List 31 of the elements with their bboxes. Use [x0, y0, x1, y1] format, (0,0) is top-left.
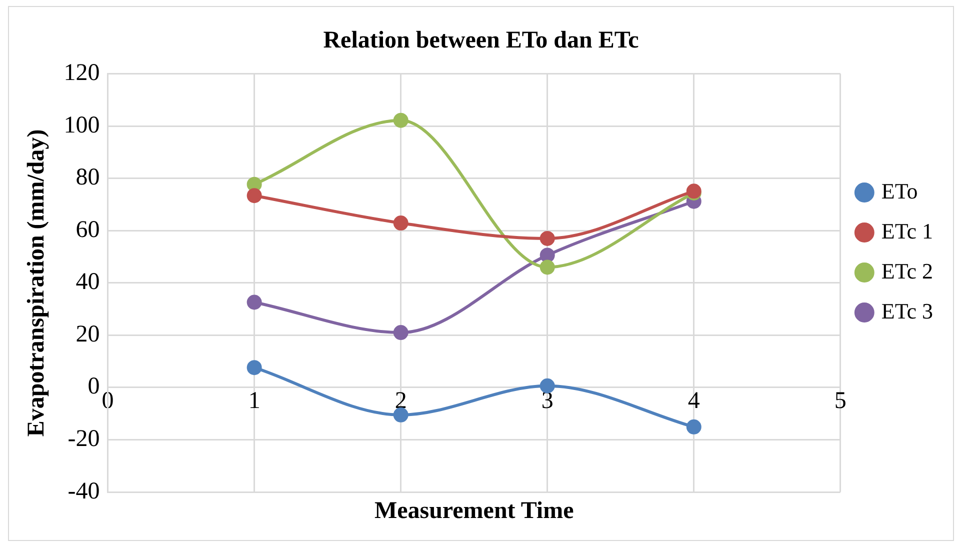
y-tick-label: 120 [64, 60, 100, 86]
point [393, 407, 408, 422]
y-tick-label: 80 [76, 164, 100, 191]
x-tick-label: 4 [688, 388, 700, 414]
point [540, 260, 555, 275]
point [540, 378, 555, 394]
chart-title: Relation between ETo dan ETc [323, 28, 640, 54]
x-tick-label: 5 [834, 388, 846, 414]
point [540, 230, 555, 246]
y-tick-label: 20 [76, 321, 100, 348]
y-axis-title: Evapotranspiration (mm/day) [24, 129, 50, 437]
legend-label: ETc 1 [881, 218, 934, 244]
point [540, 248, 555, 263]
point [393, 112, 408, 128]
point [393, 325, 408, 340]
point [686, 419, 702, 434]
point [393, 216, 408, 231]
legend-label: ETo [881, 178, 918, 204]
point [246, 188, 262, 204]
x-tick-label: 2 [394, 388, 407, 414]
x-tick-label: 1 [248, 388, 260, 414]
point [246, 294, 262, 310]
y-tick-label: 40 [76, 269, 100, 296]
point [246, 360, 262, 376]
legend-label: ETc 2 [881, 258, 934, 284]
legend-label: ETc 3 [881, 298, 934, 324]
y-tick-label: -20 [68, 426, 100, 452]
y-tick-label: -40 [68, 478, 100, 504]
x-axis-title: Measurement Time [374, 498, 574, 524]
y-tick-label: 100 [64, 112, 100, 138]
y-tick-label: 60 [76, 216, 100, 243]
